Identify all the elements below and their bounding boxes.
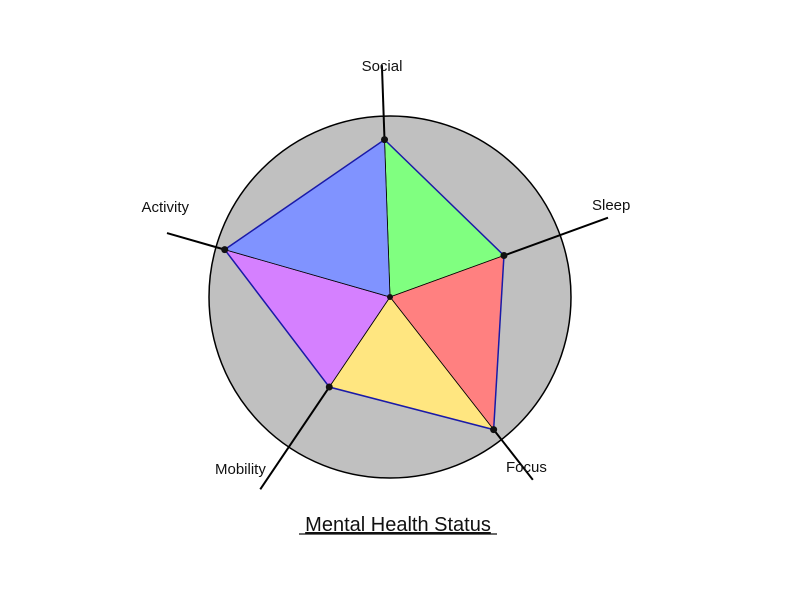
axis-label-focus: Focus (506, 459, 547, 476)
axis-labels: Social Sleep Focus Mobility Activity (141, 58, 630, 478)
chart-title: Mental Health Status (305, 514, 491, 536)
data-point-sleep (500, 252, 508, 260)
axis-line-activity (166, 232, 225, 251)
radar-points (221, 136, 508, 434)
data-point-activity (221, 246, 229, 254)
axis-line-social (380, 65, 386, 140)
data-point-social (381, 136, 389, 144)
radar-data-outline (223, 138, 505, 431)
radar-center-point (387, 294, 393, 300)
axis-line-focus (492, 429, 534, 481)
data-point-mobility (325, 383, 333, 391)
axis-line-sleep (503, 216, 609, 257)
axis-label-activity: Activity (141, 199, 189, 216)
radar-axes (166, 65, 609, 490)
radar-segments (223, 138, 505, 431)
data-point-focus (490, 426, 498, 434)
axis-line-mobility (259, 386, 331, 490)
axis-label-mobility: Mobility (215, 461, 266, 478)
axis-label-social: Social (362, 58, 403, 75)
axis-label-sleep: Sleep (592, 197, 630, 214)
